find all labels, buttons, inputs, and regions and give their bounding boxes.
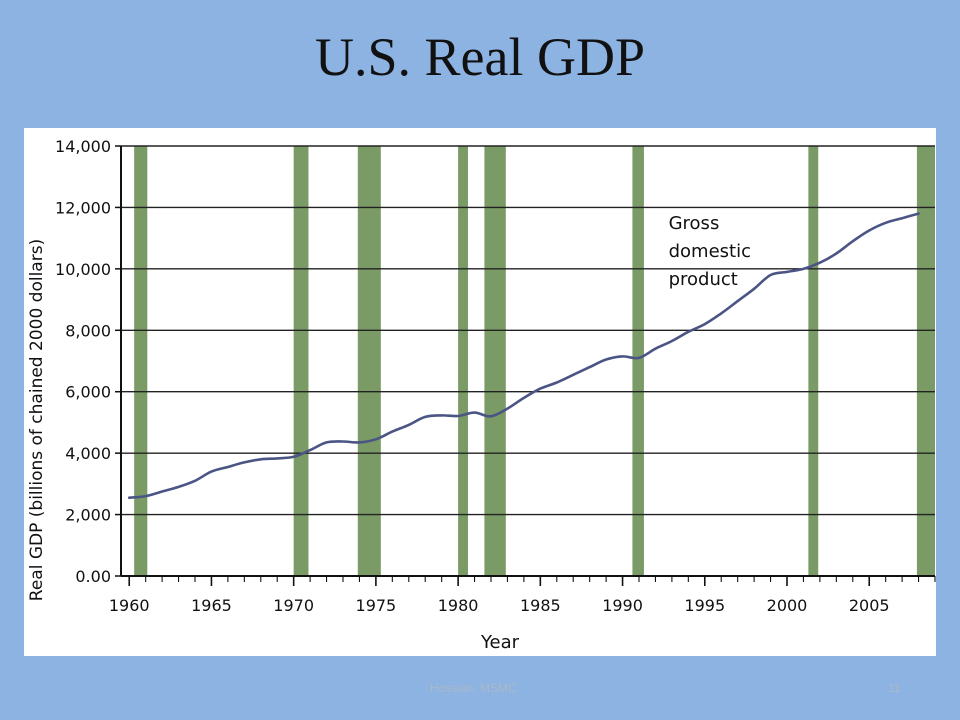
y-tick-label-6: 12,000: [55, 198, 111, 217]
y-tick-label-1: 2,000: [65, 506, 111, 525]
grid-lines: [121, 145, 935, 516]
chart-panel: 0.00 2,000 4,000 6,000 8,000 10,000 12,000 14,0…: [24, 128, 936, 656]
slide-title: U.S. Real GDP: [314, 27, 645, 87]
recession-band-5: [632, 146, 644, 576]
x-tick-label-8: 2000: [767, 596, 808, 615]
page-number: 11: [888, 681, 901, 695]
x-tick-label-2: 1970: [273, 596, 314, 615]
y-tick-label-4: 8,000: [65, 321, 111, 340]
x-tick-label-6: 1990: [602, 596, 643, 615]
annotation-line-2: product: [669, 269, 738, 290]
recession-band-6: [808, 146, 819, 576]
y-tick-label-2: 4,000: [65, 444, 111, 463]
footer-author: Hossain: MSMC: [430, 681, 517, 695]
tick-marks: [115, 145, 936, 586]
y-tick-label-3: 6,000: [65, 383, 111, 402]
recession-band-3: [458, 146, 468, 576]
annotation-line-0: Gross: [669, 213, 720, 234]
series-annotation: Gross domestic product: [669, 213, 751, 290]
x-axis-title: Year: [480, 632, 520, 653]
x-tick-label-0: 1960: [109, 596, 150, 615]
x-tick-label-7: 1995: [684, 596, 725, 615]
y-tick-labels: 0.00 2,000 4,000 6,000 8,000 10,000 12,000 14,0…: [55, 137, 111, 586]
gdp-line-chart: 0.00 2,000 4,000 6,000 8,000 10,000 12,000 14,0…: [27, 137, 936, 653]
recession-band-7: [916, 146, 935, 576]
x-tick-label-1: 1965: [191, 596, 232, 615]
x-tick-label-5: 1985: [520, 596, 561, 615]
y-tick-label-0: 0.00: [75, 567, 111, 586]
series-line-0: [127, 212, 920, 499]
recession-band-4: [484, 146, 506, 576]
x-tick-label-3: 1975: [356, 596, 397, 615]
annotation-line-1: domestic: [669, 241, 751, 262]
series-group: [127, 212, 920, 499]
recession-band-1: [293, 146, 309, 576]
x-tick-label-9: 2005: [849, 596, 890, 615]
recession-bands: [134, 146, 935, 576]
y-axis-title: Real GDP (billions of chained 2000 dolla…: [27, 239, 47, 601]
x-tick-labels: 1960 1965 1970 1975 1980 1985 1990 1995 2000 2005: [109, 596, 890, 615]
recession-band-0: [134, 146, 148, 576]
axes: [120, 146, 935, 577]
y-tick-label-7: 14,000: [55, 137, 111, 156]
y-tick-label-5: 10,000: [55, 260, 111, 279]
x-tick-label-4: 1980: [438, 596, 479, 615]
recession-band-2: [357, 146, 381, 576]
